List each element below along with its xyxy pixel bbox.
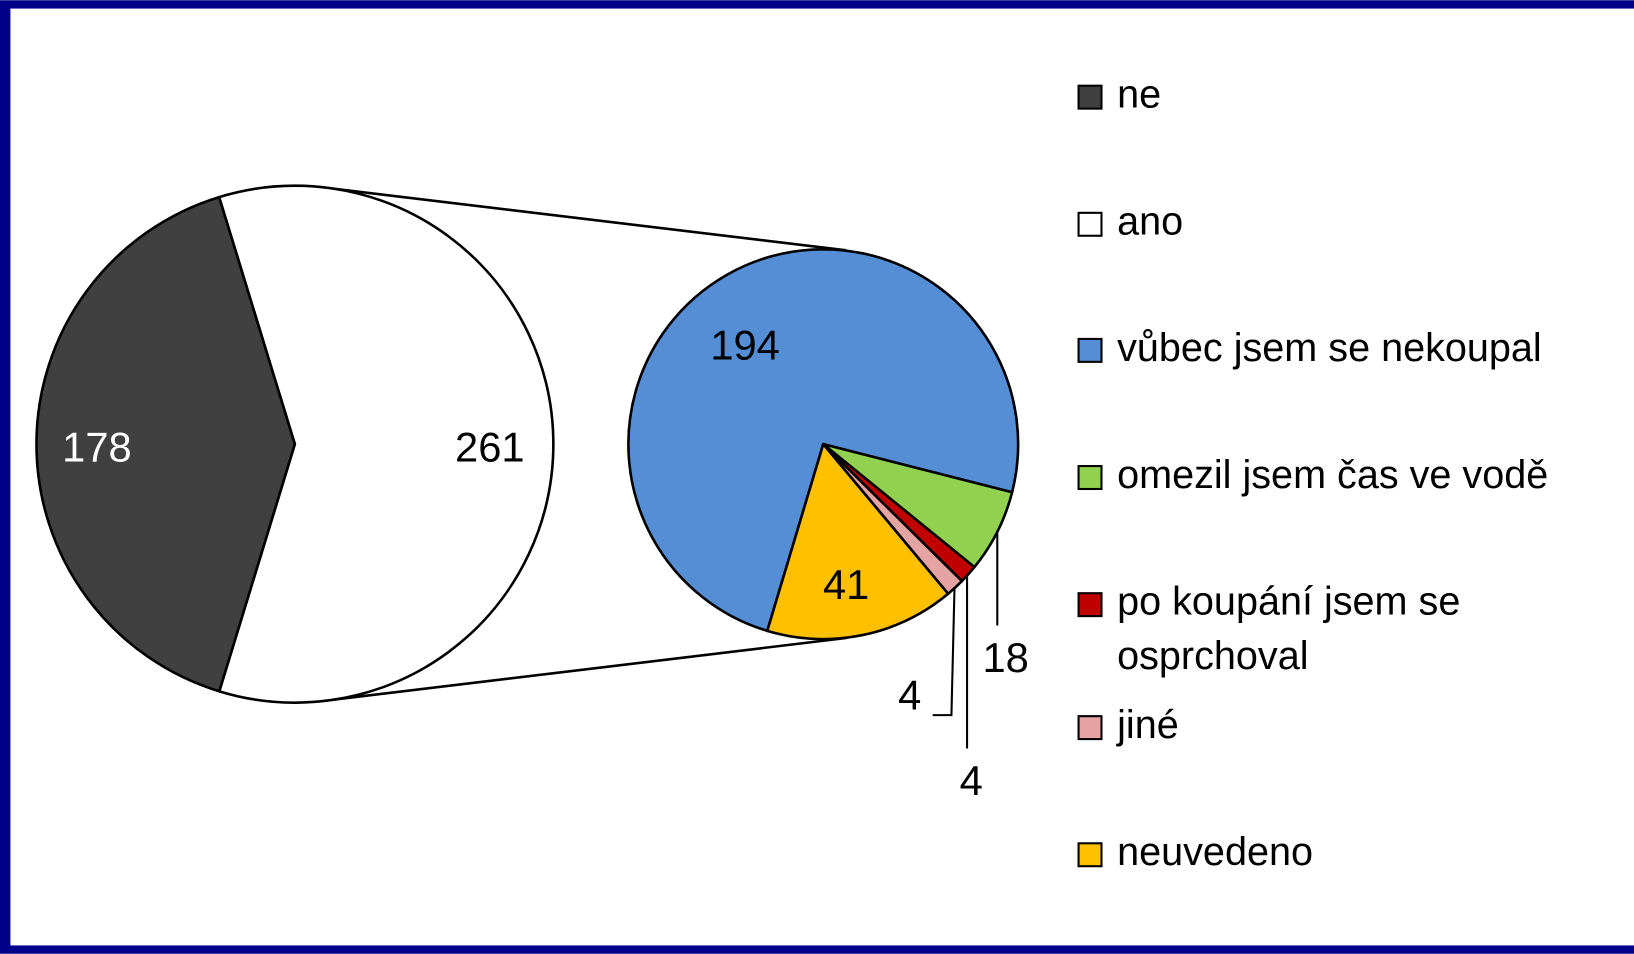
leader-lines (932, 531, 999, 749)
data-label: 4 (898, 671, 921, 718)
legend-swatch (1077, 592, 1103, 618)
data-label: 18 (982, 634, 1028, 681)
leader-line (932, 585, 956, 717)
legend-label: jiné (1116, 703, 1179, 747)
legend-label: ne (1117, 73, 1161, 117)
connector-line (326, 636, 847, 702)
connectors (326, 186, 847, 702)
legend-label: omezil jsem čas ve vodě (1117, 453, 1548, 497)
legend-swatch (1077, 842, 1103, 868)
pie-slice (35, 195, 297, 693)
legend-swatch (1077, 337, 1103, 363)
legend-swatch (1077, 84, 1103, 110)
data-label: 41 (823, 561, 869, 608)
data-label: 178 (62, 423, 132, 470)
legend-label: po koupání jsem se osprchoval (1117, 580, 1471, 678)
legend-label: neuvedeno (1117, 830, 1313, 874)
connector-line (326, 186, 847, 252)
data-label: 261 (455, 423, 525, 470)
data-label: 194 (710, 321, 780, 368)
legend-swatch (1077, 465, 1103, 491)
legend-swatch (1077, 715, 1103, 741)
legend-label: ano (1117, 200, 1183, 244)
data-label: 4 (960, 757, 983, 804)
legend-label: vůbec jsem se nekoupal (1117, 326, 1542, 370)
pie-slice (217, 184, 555, 704)
pie-slice (765, 442, 950, 641)
legend-swatch (1077, 211, 1103, 237)
pie-slice (627, 248, 1020, 633)
